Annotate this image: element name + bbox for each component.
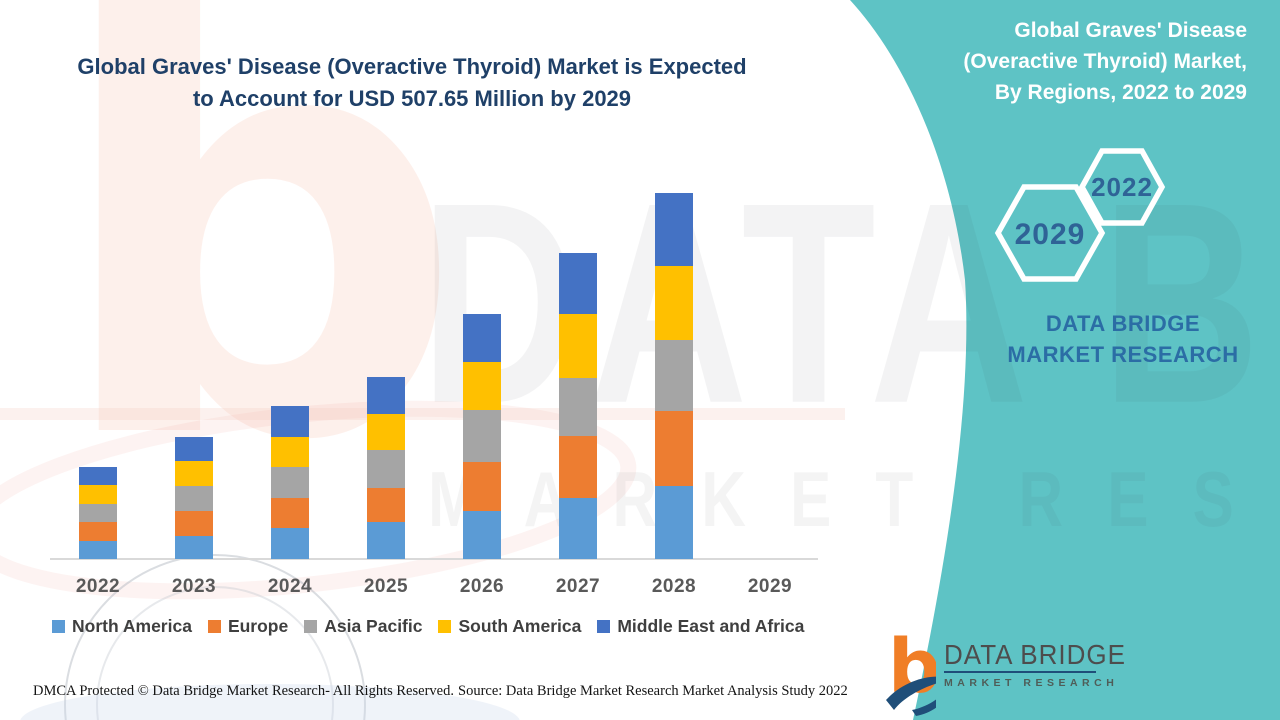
bar-segment-2027-middle-east-and-africa [559,253,597,314]
bar-segment-2022-middle-east-and-africa [79,467,117,485]
bar-segment-2022-europe [79,522,117,541]
bar-segment-2024-middle-east-and-africa [271,406,309,437]
bar-segment-2025-north-america [367,522,405,559]
axis-label-2024: 2024 [267,576,313,597]
bar-segment-2028-middle-east-and-africa [655,193,693,266]
legend-item-middle-east-and-africa: Middle East and Africa [597,616,804,637]
bar-segment-2028-europe [655,411,693,486]
bar-segment-2024-europe [271,498,309,528]
logo-sub-text: MARKET RESEARCH [944,677,1119,689]
bar-segment-2027-europe [559,436,597,498]
legend-swatch [207,620,221,633]
legend-item-europe: Europe [207,616,289,637]
panel-title-line3: By Regions, 2022 to 2029 [994,81,1247,104]
bar-segment-2024-asia-pacific [271,467,309,498]
legend-label: Middle East and Africa [617,616,805,636]
logo-divider-line [944,671,1097,673]
bar-segment-2023-asia-pacific [175,486,213,511]
bar-segment-2023-europe [175,511,213,536]
bar-segment-2024-south-america [271,437,309,467]
bar-segment-2027-south-america [559,314,597,378]
panel-title: Global Graves' Disease (Overactive Thyro… [875,15,1247,108]
bar-segment-2028-asia-pacific [655,340,693,411]
bar-segment-2022-south-america [79,485,117,504]
panel-title-line2: (Overactive Thyroid) Market, [963,50,1247,73]
bar-segment-2023-north-america [175,536,213,559]
axis-label-2022: 2022 [75,576,121,597]
dmca-copyright-text: DMCA Protected © Data Bridge Market Rese… [33,683,454,699]
bar-segment-2028-north-america [655,486,693,559]
axis-label-2028: 2028 [651,576,697,597]
page-title: Global Graves' Disease (Overactive Thyro… [38,51,786,115]
bar-segment-2027-north-america [559,498,597,559]
page-title-line2: to Account for USD 507.65 Million by 202… [192,86,632,111]
legend-label: Europe [227,616,289,636]
legend-swatch [52,620,65,633]
axis-label-2023: 2023 [171,576,217,597]
legend-item-south-america: South America [438,616,581,637]
axis-label-2025: 2025 [363,576,409,597]
bar-segment-2023-middle-east-and-africa [175,437,213,461]
chart-legend: North America Europe Asia Pacific South Ame… [52,616,842,637]
legend-label: South America [458,616,582,636]
bar-segment-2022-north-america [79,541,117,559]
legend-swatch [438,620,452,633]
bar-segment-2022-asia-pacific [79,504,117,522]
legend-label: Asia Pacific [324,616,423,636]
bar-segment-2025-south-america [367,414,405,450]
bar-segment-2026-asia-pacific [463,410,501,462]
bar-segment-2027-asia-pacific [559,378,597,436]
source-text: Source: Data Bridge Market Research Mark… [458,683,848,699]
legend-label: North America [72,616,192,636]
legend-swatch [304,620,318,633]
hexagon-2029-label: 2029 [1015,218,1086,251]
logo-name-text: DATA BRIDGE [944,637,1126,671]
brand-caption: DATA BRIDGE MARKET RESEARCH [1007,311,1239,367]
axis-label-2027: 2027 [555,576,601,597]
data-bridge-logo: b DATA BRIDGE MARKET RESEARCH [886,626,1126,716]
bar-segment-2023-south-america [175,461,213,486]
bar-segment-2025-europe [367,488,405,522]
panel-title-line1: Global Graves' Disease [1014,19,1247,42]
axis-label-2026: 2026 [459,576,505,597]
bar-segment-2026-europe [463,462,501,511]
legend-item-asia-pacific: Asia Pacific [304,616,422,637]
bar-segment-2025-middle-east-and-africa [367,377,405,414]
axis-label-2029: 2029 [747,576,793,597]
legend-swatch [597,620,611,633]
bar-segment-2026-south-america [463,362,501,410]
hexagon-2022-label: 2022 [1091,172,1153,202]
page-title-line1: Global Graves' Disease (Overactive Thyro… [77,54,747,79]
data-bridge-b-icon: b [886,626,937,716]
bar-segment-2026-middle-east-and-africa [463,314,501,362]
bar-segment-2026-north-america [463,511,501,559]
bar-segment-2024-north-america [271,528,309,559]
x-axis-line [50,558,818,560]
year-hexagons: 2029 2022 [994,148,1166,282]
bar-segment-2028-south-america [655,266,693,340]
bar-segment-2025-asia-pacific [367,450,405,488]
legend-item-north-america: North America [52,616,192,637]
